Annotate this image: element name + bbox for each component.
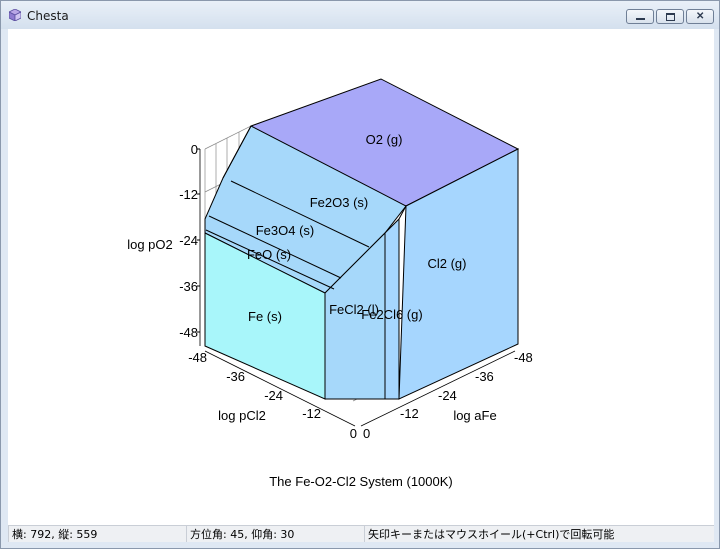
label-fe2o3: Fe2O3 (s) bbox=[310, 195, 369, 210]
minimize-icon bbox=[636, 18, 645, 20]
pCl2-axis-label: log pCl2 bbox=[218, 408, 266, 423]
predominance-diagram[interactable]: O2 (g) Fe2O3 (s) Fe3O4 (s) FeO (s) Fe (s… bbox=[8, 29, 714, 525]
plot-area[interactable]: O2 (g) Fe2O3 (s) Fe3O4 (s) FeO (s) Fe (s… bbox=[8, 29, 714, 525]
pCl2-axis: -48 -36 -24 -12 0 log pCl2 bbox=[188, 350, 357, 441]
pCl2-tick-4: 0 bbox=[350, 426, 357, 441]
label-fe3o4: Fe3O4 (s) bbox=[256, 223, 315, 238]
pO2-tick-2: -24 bbox=[179, 233, 198, 248]
pCl2-tick-3: -12 bbox=[302, 406, 321, 421]
aFe-tick-2: -24 bbox=[438, 388, 457, 403]
label-o2: O2 (g) bbox=[366, 132, 403, 147]
pCl2-tick-1: -36 bbox=[226, 369, 245, 384]
pCl2-tick-0: -48 bbox=[188, 350, 207, 365]
aFe-tick-4: 0 bbox=[363, 426, 370, 441]
pO2-tick-4: -48 bbox=[179, 325, 198, 340]
label-cl2: Cl2 (g) bbox=[427, 256, 466, 271]
aFe-tick-3: -12 bbox=[400, 406, 419, 421]
title-bar[interactable]: Chesta ✕ bbox=[1, 1, 719, 29]
pCl2-tick-2: -24 bbox=[264, 388, 283, 403]
status-view-angles: 方位角: 45, 仰角: 30 bbox=[186, 525, 364, 542]
label-fe2cl6: Fe2Cl6 (g) bbox=[361, 307, 422, 322]
window-title: Chesta bbox=[27, 9, 69, 23]
fe2cl6-gas-region bbox=[384, 217, 400, 400]
label-fe: Fe (s) bbox=[248, 309, 282, 324]
aFe-axis: -48 -36 -24 -12 0 log aFe bbox=[360, 350, 533, 441]
aFe-tick-0: -48 bbox=[514, 350, 533, 365]
maximize-button[interactable] bbox=[656, 9, 684, 24]
status-coordinates: 横: 792, 縦: 559 bbox=[8, 525, 186, 542]
plot-title: The Fe-O2-Cl2 System (1000K) bbox=[269, 474, 453, 489]
cube-app-icon bbox=[9, 9, 21, 21]
pO2-tick-1: -12 bbox=[179, 187, 198, 202]
pO2-axis-label: log pO2 bbox=[127, 237, 173, 252]
pO2-axis: 0 -12 -24 -36 -48 log pO2 bbox=[127, 142, 201, 346]
phase-boundaries bbox=[205, 125, 407, 290]
minimize-button[interactable] bbox=[626, 9, 654, 24]
label-feo: FeO (s) bbox=[247, 247, 291, 262]
status-hint: 矢印キーまたはマウスホイール(+Ctrl)で回転可能 bbox=[364, 525, 714, 542]
close-button[interactable]: ✕ bbox=[686, 9, 714, 24]
pO2-tick-3: -36 bbox=[179, 279, 198, 294]
aFe-axis-label: log aFe bbox=[453, 408, 496, 423]
close-icon: ✕ bbox=[696, 11, 705, 22]
aFe-tick-1: -36 bbox=[475, 369, 494, 384]
pO2-tick-0: 0 bbox=[191, 142, 198, 157]
cl2-gas-region bbox=[398, 148, 519, 400]
maximize-icon bbox=[666, 13, 675, 21]
status-bar: 横: 792, 縦: 559 方位角: 45, 仰角: 30 矢印キーまたはマウ… bbox=[8, 525, 714, 542]
label-fecl2: FeCl2 (l) bbox=[329, 302, 379, 317]
